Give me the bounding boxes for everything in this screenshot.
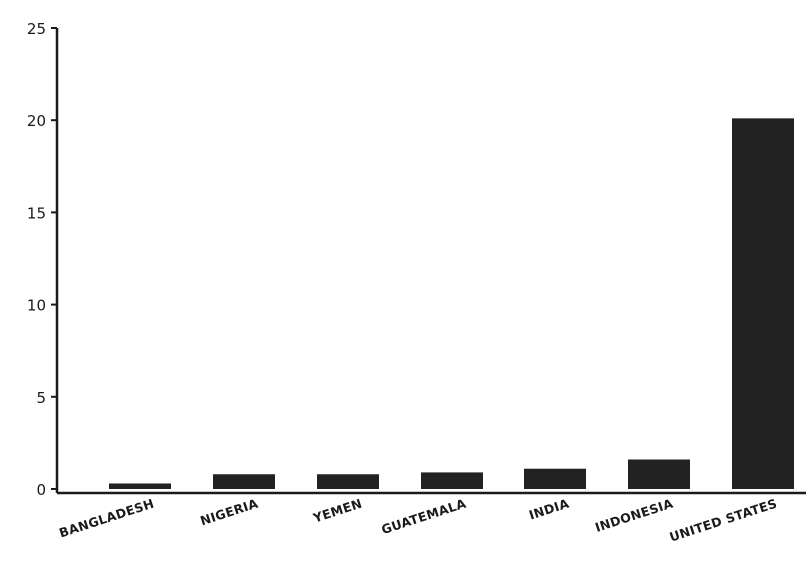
y-tick-label-5: 5 [36,389,46,407]
y-tick-label-25: 25 [27,20,46,38]
bar-yemen [317,474,379,489]
x-tick-label-yemen: YEMEN [310,496,364,526]
bar-indonesia [628,459,690,489]
bar-india [524,468,586,489]
x-tick-label-indonesia: INDONESIA [593,496,675,535]
bar-bangladesh [109,483,171,489]
x-tick-label-nigeria: NIGERIA [198,496,260,529]
y-tick-label-20: 20 [27,112,46,130]
y-tick-label-0: 0 [36,481,46,499]
x-tick-label-united-states: UNITED STATES [667,496,778,545]
bars-group [109,118,794,489]
x-tick-label-bangladesh: BANGLADESH [57,496,156,541]
bar-nigeria [213,474,275,489]
y-tick-label-15: 15 [27,204,46,222]
x-tick-label-india: INDIA [527,496,571,523]
x-axis-labels: BANGLADESH NIGERIA YEMEN GUATEMALA INDIA INDO… [57,496,779,545]
bar-guatemala [421,472,483,489]
y-axis-ticks: 0 5 10 15 20 25 [27,20,57,499]
x-tick-label-guatemala: GUATEMALA [379,496,468,538]
y-tick-label-10: 10 [27,297,46,315]
bar-united-states [732,118,794,489]
